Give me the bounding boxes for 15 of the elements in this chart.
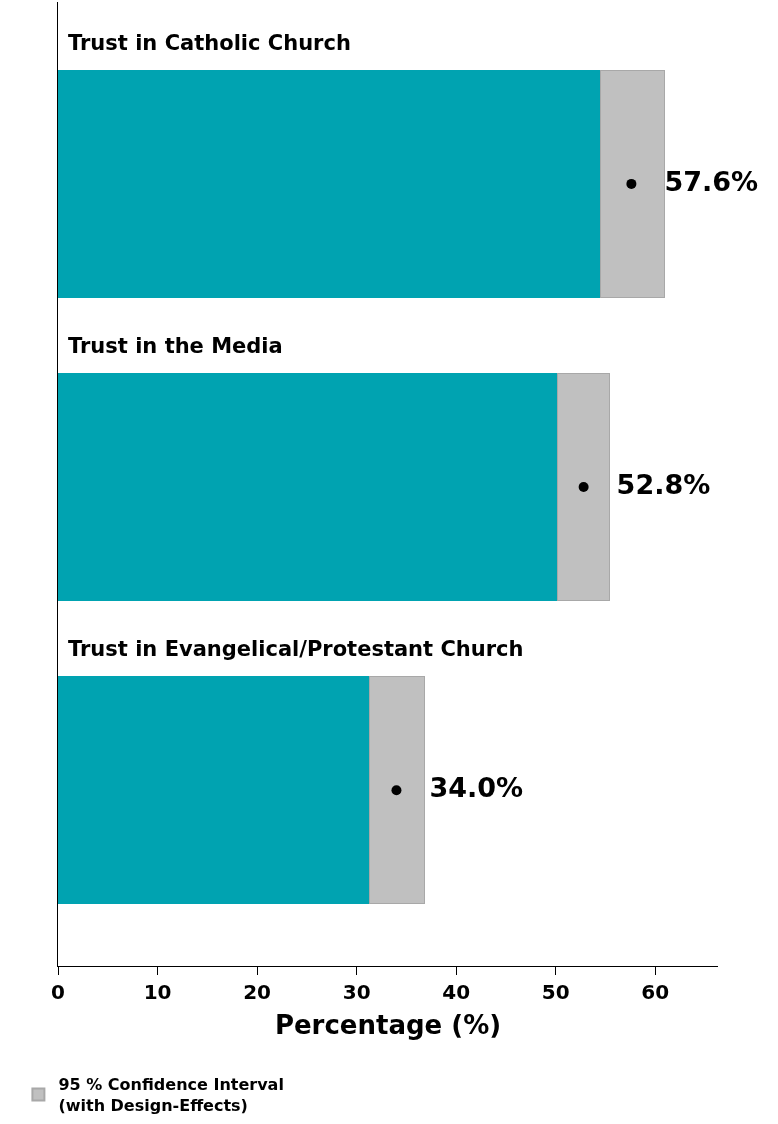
data-label: 57.6% [664, 165, 759, 197]
y-tick-label: Trust in Evangelical/Protestant Church [68, 637, 524, 661]
y-tick-label: Trust in the Media [68, 334, 283, 358]
x-tick-label: 40 [442, 980, 471, 1004]
x-tick-label: 0 [51, 980, 65, 1004]
legend-label: 95 % Confidence Interval (with Design-Effects) [58, 1075, 284, 1116]
y-tick-label: Trust in Catholic Church [68, 31, 351, 55]
x-tick-label: 20 [243, 980, 272, 1004]
data-label: 52.8% [616, 468, 711, 500]
x-axis-title: Percentage (%) [274, 1009, 502, 1040]
x-tick-label: 60 [641, 980, 670, 1004]
x-tick-label: 10 [143, 980, 172, 1004]
x-tick-label: 50 [541, 980, 570, 1004]
x-tick-label: 30 [342, 980, 371, 1004]
data-label: 34.0% [429, 771, 524, 803]
